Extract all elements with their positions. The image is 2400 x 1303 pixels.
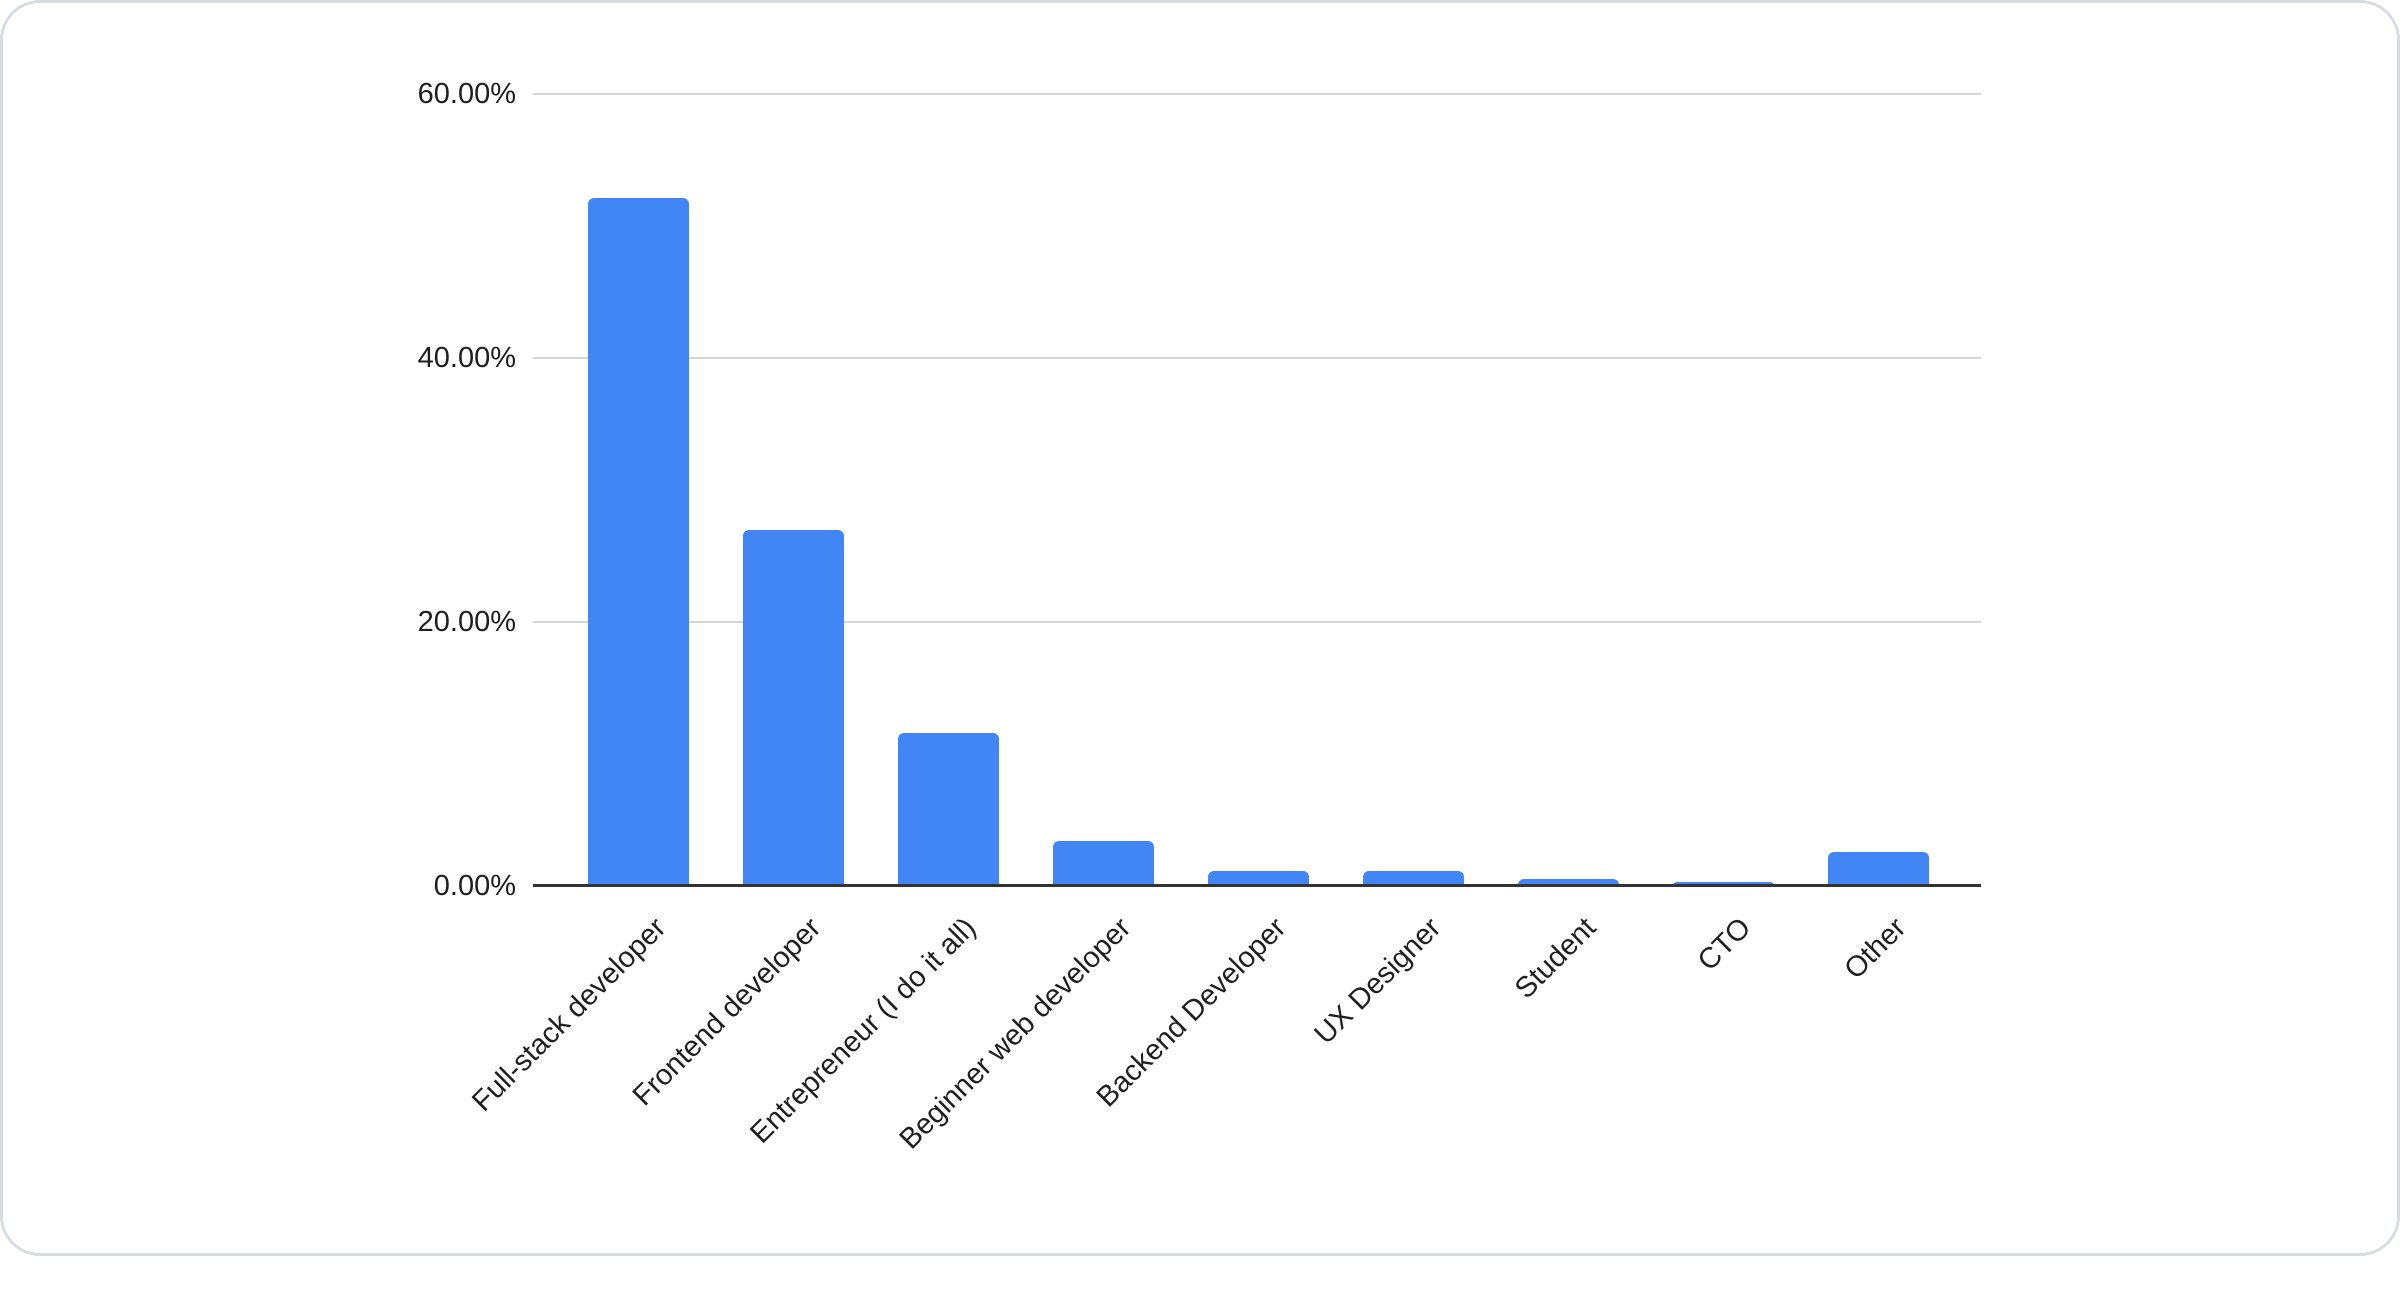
bar-beginner-web-developer: [1053, 841, 1154, 886]
bar-student: [1518, 879, 1619, 886]
chart-card: 0.00% 20.00% 40.00% 60.00% Full-stack devel…: [0, 0, 2400, 1256]
gridline-60: [533, 93, 1981, 95]
bar-chart: 0.00% 20.00% 40.00% 60.00% Full-stack devel…: [3, 3, 2400, 1259]
gridline-40: [533, 357, 1981, 359]
bar-entrepreneur-i-do-it-all: [898, 732, 999, 886]
bar-backend-developer: [1208, 871, 1309, 886]
bar-ux-designer: [1363, 871, 1464, 886]
bar-frontend-developer: [743, 529, 844, 886]
y-tick-label-60: 60.00%: [417, 78, 516, 110]
y-tick-label-20: 20.00%: [417, 606, 516, 638]
y-tick-label-40: 40.00%: [417, 342, 516, 374]
bar-other: [1828, 851, 1929, 886]
gridline-20: [533, 621, 1981, 623]
bar-full-stack-developer: [588, 198, 689, 886]
y-tick-label-0: 0.00%: [433, 870, 516, 902]
x-axis-line: [533, 884, 1981, 887]
